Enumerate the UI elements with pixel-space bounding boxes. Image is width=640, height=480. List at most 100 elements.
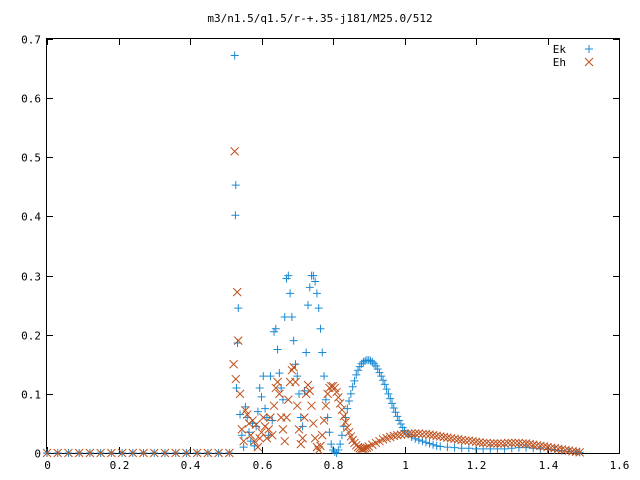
point-eh — [266, 413, 275, 422]
axis-ticks: 0 0.2 0.4 0.6 0.8 1 1.2 1.4 1.6 0 0.1 0.2 0.3 0.4 0.5 0… — [21, 34, 629, 473]
point-eh — [305, 386, 315, 396]
point-ek — [318, 348, 327, 357]
y-tick-label: 0.2 — [21, 330, 41, 343]
point-ek — [330, 447, 339, 456]
point-ek — [257, 392, 266, 401]
point-eh — [535, 441, 545, 451]
point-ek — [311, 277, 320, 286]
point-ek — [493, 444, 502, 453]
point-ek — [286, 289, 295, 298]
point-ek — [255, 383, 264, 392]
point-ek — [350, 376, 359, 385]
point-eh — [475, 438, 484, 447]
point-ek — [289, 336, 298, 345]
x-tick-label: 0 — [44, 459, 51, 472]
point-ek — [364, 356, 373, 365]
point-eh — [439, 432, 449, 442]
x-tick-label: 1 — [402, 459, 409, 472]
point-eh — [341, 417, 350, 427]
point-eh — [231, 374, 241, 384]
point-ek — [280, 312, 289, 321]
point-ek — [443, 443, 452, 452]
point-eh — [464, 436, 474, 445]
point-eh — [239, 436, 248, 446]
point-ek — [264, 431, 273, 440]
point-ek — [239, 443, 248, 452]
point-eh — [229, 359, 238, 369]
legend-marker-eh — [584, 57, 594, 67]
point-ek — [316, 324, 325, 333]
point-eh — [421, 429, 431, 439]
point-eh — [500, 439, 509, 448]
x-tick-label: 1.2 — [467, 459, 487, 472]
point-ek — [231, 211, 240, 220]
point-eh — [539, 442, 549, 451]
point-eh — [528, 440, 538, 450]
point-ek — [507, 444, 516, 453]
legend-marker-ek — [585, 45, 593, 53]
point-ek — [302, 348, 311, 357]
point-eh — [307, 401, 316, 411]
point-eh — [117, 448, 127, 458]
point-eh — [478, 438, 488, 448]
point-eh — [128, 448, 138, 458]
point-eh — [357, 444, 366, 454]
point-ek — [352, 370, 361, 379]
point-ek — [266, 372, 275, 381]
point-ek — [325, 428, 334, 437]
point-eh — [521, 439, 531, 448]
point-eh — [525, 439, 534, 449]
point-ek — [334, 446, 343, 455]
point-eh — [496, 439, 506, 448]
series-ek — [43, 51, 584, 457]
x-tick-label: 1.4 — [539, 459, 559, 472]
point-eh — [389, 431, 399, 441]
point-eh — [303, 380, 313, 390]
point-eh — [300, 413, 309, 422]
point-eh — [289, 362, 299, 372]
point-eh — [292, 401, 302, 411]
point-ek — [343, 404, 352, 413]
point-eh — [282, 413, 291, 422]
point-eh — [237, 424, 247, 434]
point-ek — [354, 366, 363, 375]
point-eh — [575, 448, 585, 457]
point-eh — [249, 436, 259, 446]
x-tick-label: 0.2 — [110, 459, 130, 472]
point-eh — [482, 438, 492, 448]
point-ek — [236, 410, 245, 419]
point-ek — [421, 438, 430, 447]
point-ek — [373, 365, 382, 374]
point-eh — [224, 448, 234, 458]
y-tick-label: 0.6 — [21, 93, 41, 106]
y-tick-label: 0.7 — [21, 34, 41, 47]
point-eh — [493, 439, 502, 448]
series-eh — [42, 147, 585, 458]
point-ek — [314, 304, 323, 313]
point-eh — [321, 401, 331, 411]
point-eh — [294, 424, 304, 434]
point-ek — [337, 431, 346, 440]
point-ek — [309, 271, 318, 280]
point-eh — [262, 433, 272, 443]
point-eh — [428, 430, 438, 440]
point-ek — [379, 376, 388, 385]
point-eh — [253, 442, 263, 452]
point-eh — [255, 433, 265, 443]
point-eh — [139, 448, 148, 458]
point-ek — [230, 51, 239, 60]
point-eh — [310, 433, 320, 443]
point-ek — [429, 440, 438, 449]
point-eh — [280, 436, 290, 446]
point-eh — [561, 445, 570, 455]
point-ek — [359, 357, 368, 366]
y-tick-label: 0.1 — [21, 389, 41, 402]
x-tick-label: 0.4 — [181, 459, 201, 472]
y-tick-label: 0.3 — [21, 271, 41, 284]
point-eh — [339, 411, 349, 421]
point-eh — [233, 336, 243, 345]
point-ek — [296, 413, 305, 422]
point-eh — [410, 429, 420, 438]
point-eh — [460, 436, 470, 445]
